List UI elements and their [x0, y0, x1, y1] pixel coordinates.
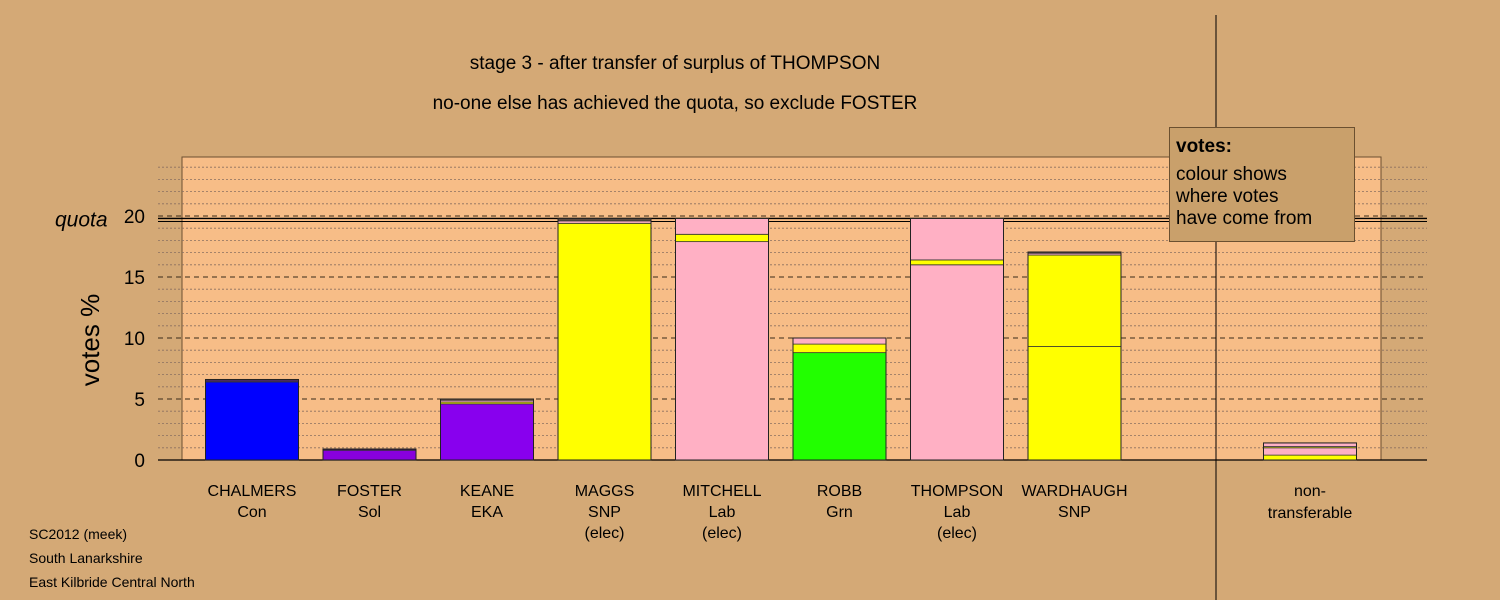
bar-mitchell-segment-lab [675, 241, 769, 461]
bar-mitchell-segment-lab [675, 218, 769, 235]
bar-mitchell-outline [675, 217, 769, 461]
bar-keane-outline [440, 398, 534, 461]
candidate-status-label: (elec) [584, 525, 624, 542]
candidate-name-label: THOMPSON [911, 483, 1003, 500]
y-tick-label: 15 [124, 268, 145, 289]
bar-mitchell-segment-snp [675, 233, 769, 243]
candidate-party-label: SNP [1058, 504, 1091, 521]
candidate-party-label: EKA [471, 504, 503, 521]
bar-thompson-segment-lab [910, 218, 1004, 261]
bar-foster-segment-sol [322, 449, 417, 461]
bar-thompson-segment-lab [910, 264, 1004, 461]
candidate-party-label: SNP [588, 504, 621, 521]
candidate-name-label: FOSTER [337, 483, 402, 500]
candidate-party-label: Lab [944, 504, 971, 521]
candidate-name-label: WARDHAUGH [1021, 483, 1127, 500]
bar-chalmers-segment-con [205, 381, 299, 461]
bar-thompson-segment-snp [910, 259, 1004, 266]
bar-nontransferable-segment-snp [1263, 454, 1357, 461]
chart-subtitle: no-one else has achieved the quota, so e… [432, 93, 918, 114]
candidate-party-label: Sol [358, 504, 381, 521]
bar-wardhaugh-outline [1027, 251, 1122, 461]
bar-maggs-segment-snp [557, 222, 652, 461]
y-tick-label: 0 [134, 451, 145, 472]
bar-nontransferable-segment-lab [1263, 442, 1357, 447]
candidate-party-label: Grn [826, 504, 853, 521]
y-tick-label: 5 [134, 390, 145, 411]
candidate-name-label: MITCHELL [682, 483, 761, 500]
legend-box: votes: colour shows where votes have com… [1169, 127, 1355, 242]
bar-wardhaugh-segment-snp [1027, 346, 1122, 461]
bar-nontransferable-outline [1263, 442, 1357, 461]
quota-label: quota [55, 208, 108, 231]
legend-line: colour shows [1176, 164, 1287, 185]
y-tick-label: 20 [124, 207, 145, 228]
bar-keane-segment-eka [440, 403, 534, 461]
candidate-status-label: (elec) [937, 525, 977, 542]
candidate-party-label: Con [237, 504, 266, 521]
bar-robb-segment-grn [792, 352, 887, 461]
chart-title: stage 3 - after transfer of surplus of T… [469, 53, 881, 74]
bar-robb-outline [792, 337, 887, 461]
bar-wardhaugh-segment-snp [1027, 254, 1122, 347]
bar-robb-segment-lab [792, 337, 887, 345]
candidate-name-label: KEANE [460, 483, 514, 500]
nontransferable-label: transferable [1268, 505, 1353, 522]
candidate-name-label: MAGGS [575, 483, 635, 500]
legend-line: where votes [1176, 186, 1279, 207]
footer-council: South Lanarkshire [29, 550, 143, 566]
legend-title: votes: [1176, 136, 1232, 157]
bar-nontransferable-segment-lab [1263, 447, 1357, 456]
bar-chalmers-outline [205, 378, 299, 461]
bar-thompson-outline [910, 217, 1004, 461]
legend-line: have come from [1176, 208, 1313, 229]
bar-robb-segment-snp [792, 343, 887, 354]
y-tick-label: 10 [124, 329, 145, 350]
nontransferable-label: non- [1294, 483, 1326, 500]
footer-election: SC2012 (meek) [29, 526, 128, 542]
bar-foster-outline [322, 448, 417, 461]
candidate-party-label: Lab [709, 504, 736, 521]
candidate-status-label: (elec) [702, 525, 742, 542]
candidate-name-label: ROBB [817, 483, 862, 500]
footer-ward: East Kilbride Central North [29, 574, 195, 590]
y-axis-label: votes % [75, 294, 105, 387]
candidate-name-label: CHALMERS [208, 483, 297, 500]
bar-maggs-outline [557, 217, 652, 461]
